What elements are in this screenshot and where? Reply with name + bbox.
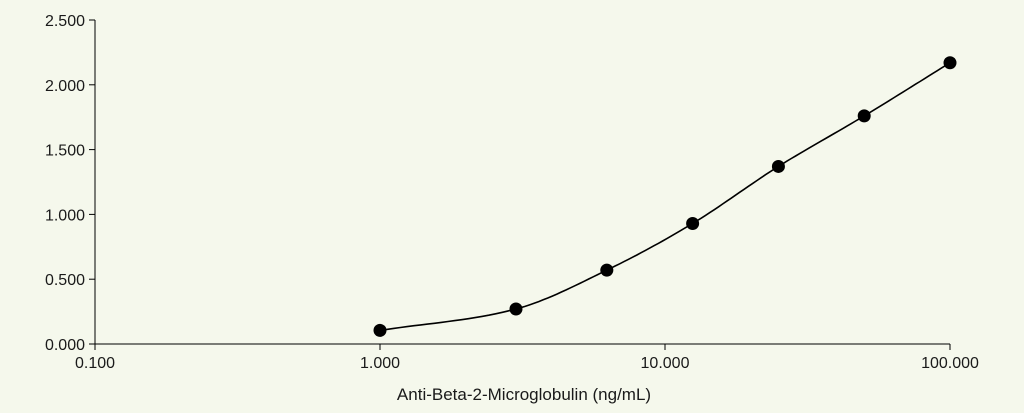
y-tick-label: 2.500 [45, 13, 85, 30]
data-point [373, 323, 387, 337]
y-tick-label: 0.500 [45, 272, 85, 289]
x-axis-title: Anti-Beta-2-Microglobulin (ng/mL) [397, 385, 651, 404]
y-tick-label: 0.000 [45, 337, 85, 354]
data-point [857, 109, 871, 123]
data-point [509, 302, 523, 316]
x-tick-label: 100.000 [921, 355, 979, 372]
data-point [686, 216, 700, 230]
tick-labels: 0.000 0.500 1.000 1.500 2.000 2.500 0.100 1.000… [45, 13, 979, 372]
y-tick-label: 1.000 [45, 207, 85, 224]
data-point [771, 159, 785, 173]
data-point [600, 263, 614, 277]
y-tick-label: 1.500 [45, 143, 85, 160]
x-tick-label: 0.100 [75, 355, 115, 372]
y-tick-label: 2.000 [45, 78, 85, 95]
fit-curve-layer [379, 62, 951, 332]
x-tick-label: 1.000 [360, 355, 400, 372]
x-tick-label: 10.000 [641, 355, 690, 372]
data-point [943, 56, 957, 70]
data-points-layer [373, 56, 957, 337]
fit-curve [379, 62, 951, 332]
axes [89, 19, 951, 350]
